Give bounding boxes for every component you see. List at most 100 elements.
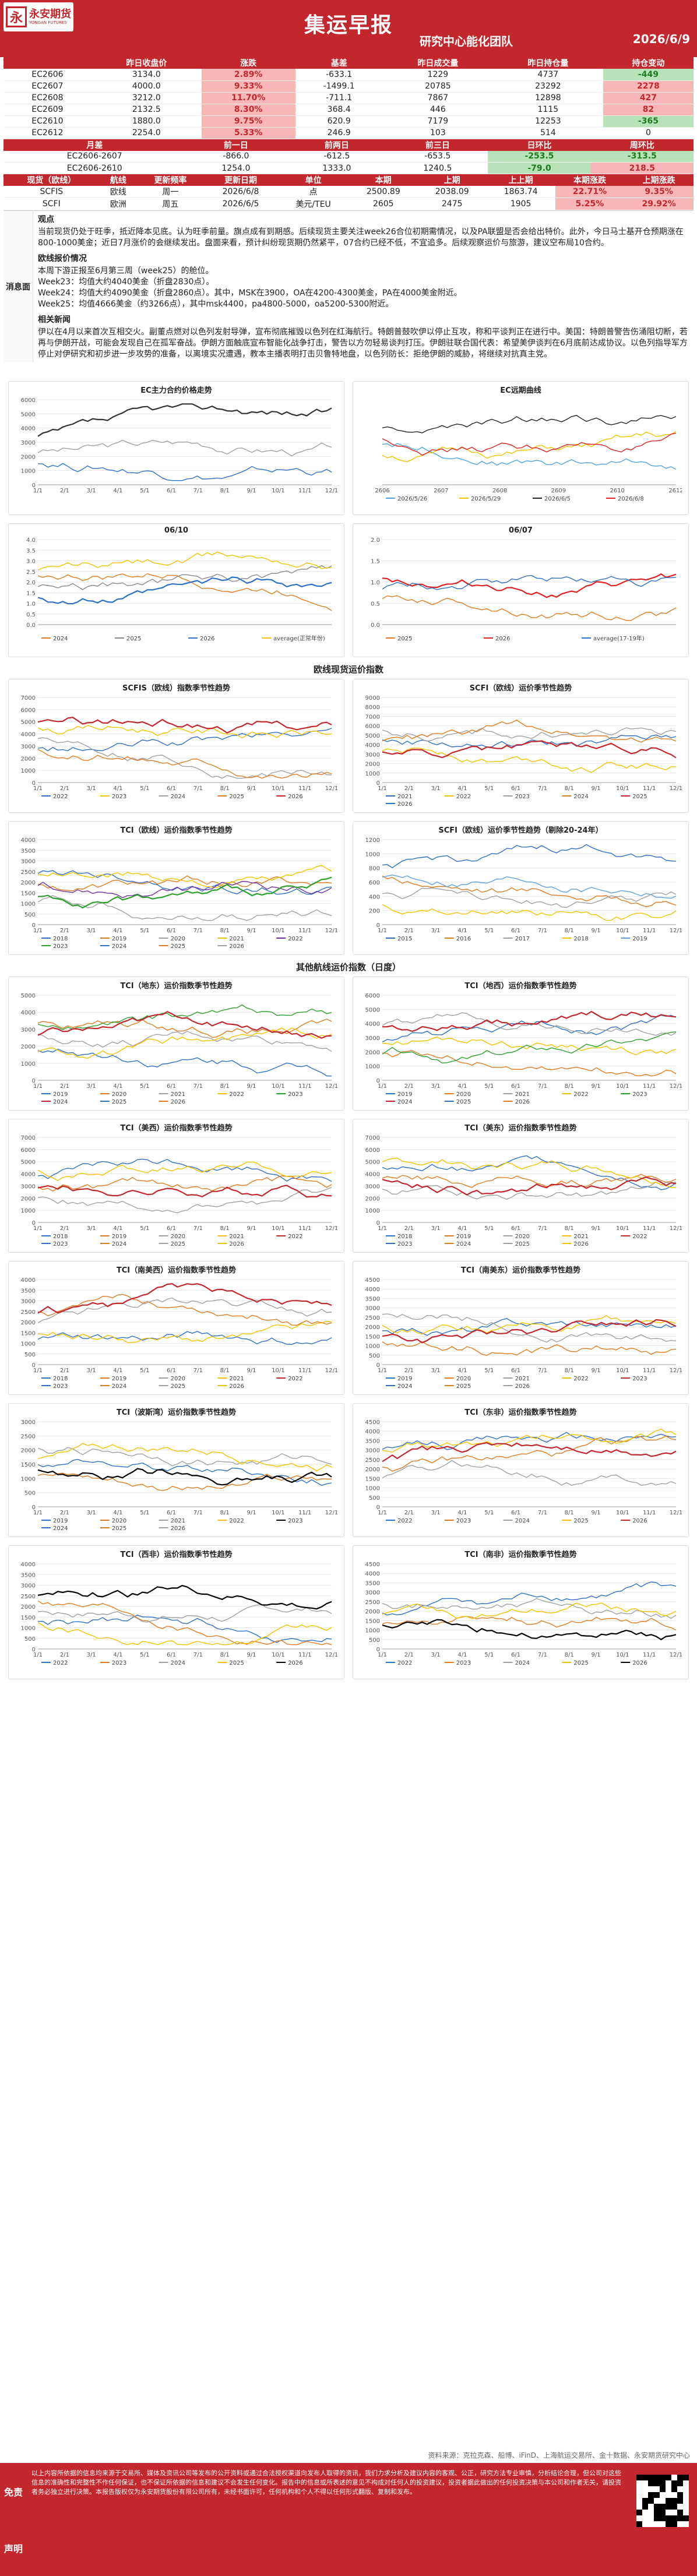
x-tick-label: 10/1 [616,1510,629,1516]
y-tick-label: 3000 [21,440,36,446]
y-tick-label: 2000 [365,762,380,768]
series-line [382,1037,677,1055]
chart-svg: 0.0 0.5 1.0 1.5 2.0 2.5 3.0 3.5 4.0 2024 2025 2026 a… [26,537,332,642]
series-line [37,865,332,889]
y-tick-label: 2000 [21,880,36,886]
legend-label: 2026 [632,1518,647,1524]
x-tick-label: 8/1 [565,1083,574,1090]
x-tick-label: 2/1 [60,1510,69,1516]
chart-title: SCFI（欧线）运价季节性趋势 [469,684,572,693]
x-tick-label: 8/1 [220,1225,230,1232]
legend-label: 2021 [573,1234,588,1240]
y-tick-label: 2500 [365,1599,380,1606]
chart-title: TCI（南美西）运价指数季节性趋势 [116,1266,237,1275]
x-tick-label: 12/1 [325,1225,337,1232]
series-line [382,1581,677,1616]
futures-cell: -365 [603,115,694,128]
series-line [37,439,332,457]
y-tick-label: 0.0 [26,622,36,629]
x-tick-label: 6/1 [167,1510,176,1516]
x-tick-label: 5/1 [140,488,149,494]
legend-label: 2026 [573,1241,588,1248]
y-tick-label: 500 [369,1495,380,1502]
spread-cell: 1333.0 [286,162,388,174]
x-tick-label: 10/1 [272,928,284,934]
chart-svg: 0 1000 2000 3000 4000 5000 6000 7000 1/1 2/1 3/1 4/… [365,1135,682,1248]
x-tick-label: 7/1 [193,1225,203,1232]
series-line [37,1447,332,1467]
spot-col-header: 上期 [417,174,487,186]
news-text: 伊以在4月以来首次互相交火。副董点燃对以色列发射导弹，宣布彻底摧毁以色列在红海航… [38,327,688,359]
legend-label: 2021 [171,1518,185,1524]
y-tick-label: 0 [376,780,380,787]
qr-cell [677,2475,683,2480]
futures-col-header: 持仓变动 [603,57,694,69]
qr-cell [683,2498,689,2504]
legend-label: 2019 [112,936,126,942]
chart-title: TCI（西非）运价指数季节性趋势 [120,1550,233,1559]
x-tick-label: 5/1 [140,1510,149,1516]
y-tick-label: 3000 [365,1035,380,1042]
x-tick-label: 1/1 [378,785,387,792]
x-tick-label: 7/1 [538,1652,547,1658]
qr-cell [636,2486,642,2492]
legend-label: 2023 [288,1091,302,1098]
legend-label: 2022 [573,1376,588,1382]
legend-label: 2026 [171,1099,185,1105]
x-tick-label: 4/1 [113,1368,122,1374]
futures-cell: 7179 [382,115,493,128]
legend-label: 2026 [200,636,214,642]
legend-label: 2023 [112,1660,126,1666]
spot-col-header: 本期 [348,174,418,186]
legend-label: 2024 [515,1518,530,1524]
y-tick-label: 2000 [21,1044,36,1051]
chart-svg: 0 500 1000 1500 2000 2500 3000 3500 4000 4500 1/1 2… [365,1562,682,1666]
qr-cell [636,2475,642,2480]
y-tick-label: 3500 [365,1438,380,1444]
series-line [382,1318,677,1336]
legend-label: 2026 [229,943,244,950]
series-line [37,1187,332,1214]
news-label: 消息面 [3,210,33,362]
series-line [37,749,332,779]
legend-label: 2025 [112,1099,126,1105]
futures-cell: 8.30% [201,104,295,116]
x-tick-label: 2/1 [404,1083,414,1090]
qr-cell [683,2480,689,2486]
futures-cell: 446 [382,104,493,116]
qr-cell [677,2492,683,2498]
futures-cell: EC2606 [3,69,91,81]
x-tick-label: 8/1 [220,1368,230,1374]
x-tick-label: 8/1 [565,1225,574,1232]
legend-label: 2019 [112,1234,126,1240]
y-tick-label: 2000 [21,1320,36,1326]
chart-title: TCI（地东）运价指数季节性趋势 [120,982,233,991]
y-tick-label: 0 [32,780,36,787]
y-tick-label: 1000 [365,851,380,858]
chart-svg: 0 500 1000 1500 2000 2500 3000 3500 4000 1/1 2/1 3/… [21,837,337,950]
spread-cell: 218.5 [590,162,694,174]
x-tick-label: 3/1 [87,785,96,792]
quote-line-1: Week23：均值大约4040美金（折盘2830点）。 [38,277,214,287]
y-tick-label: 1000 [365,1628,380,1634]
x-tick-label: 10/1 [272,1083,284,1090]
y-tick-label: 2000 [21,1604,36,1611]
futures-cell: 12898 [492,92,603,104]
disclaimer-band: 免责 声明 以上内容所依据的信息均来源于交易所、媒体及资讯公司等发布的公开资料或… [0,2463,697,2576]
y-tick-label: 1000 [21,468,36,475]
legend-label: 2022 [53,1660,68,1666]
chart-panel: SCFIS（欧线）指数季节性趋势 0 1000 2000 3000 4000 5000 600… [8,679,344,813]
qr-cell [671,2486,677,2492]
series-line [382,734,677,748]
y-tick-label: 6000 [365,724,380,730]
y-tick-label: 2000 [365,1467,380,1473]
y-tick-label: 1000 [21,768,36,774]
y-tick-label: 3000 [365,1448,380,1454]
x-tick-label: 11/1 [643,785,656,792]
x-tick-label: 1/1 [33,1510,43,1516]
legend-label: 2024 [397,1383,412,1390]
chart-panel: TCI（南非）运价指数季节性趋势 0 500 1000 1500 2000 2500 3000… [353,1545,689,1679]
x-tick-label: 1/1 [33,488,43,494]
futures-cell: 0 [603,127,694,139]
news-title: 相关新闻 [38,315,71,325]
